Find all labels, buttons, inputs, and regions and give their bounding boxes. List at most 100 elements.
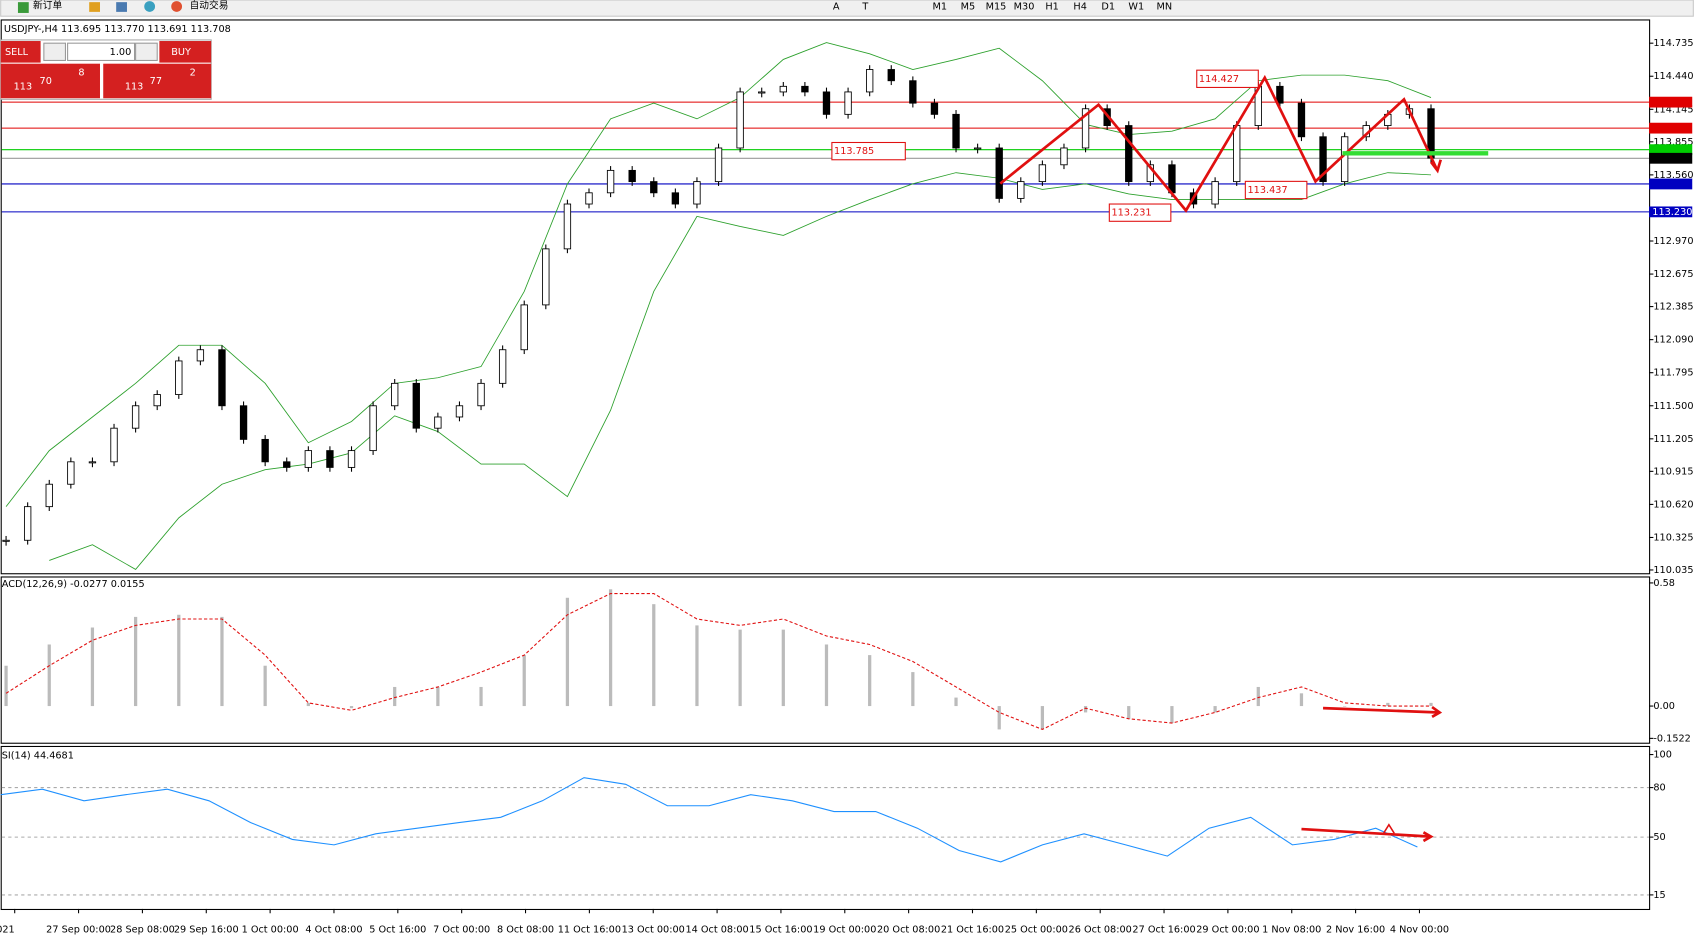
- macd-bar: [695, 625, 699, 707]
- candle: [585, 192, 593, 205]
- toolbar: [0, 0, 1694, 17]
- macd-bar: [1256, 686, 1260, 707]
- text-tool[interactable]: A: [833, 1, 840, 12]
- rsi-label: SI(14) 44.4681: [2, 751, 74, 762]
- buy-price-pips[interactable]: 77: [150, 76, 162, 87]
- timeframe-button[interactable]: H4: [1073, 1, 1086, 12]
- timeframe-button[interactable]: H1: [1045, 1, 1058, 12]
- candle: [23, 506, 32, 541]
- macd-label: ACD(12,26,9) -0.0277 0.0155: [2, 579, 145, 590]
- x-tick-label: 27 Oct 16:00: [1132, 924, 1195, 935]
- candle: [455, 405, 464, 418]
- timeframe-bar: M1 M5 M15 M30 H1 H4 D1 W1 MN A T: [833, 1, 1172, 12]
- timeframe-button[interactable]: D1: [1101, 1, 1115, 12]
- auto-trading-button[interactable]: 自动交易: [190, 0, 229, 11]
- sell-price-pips[interactable]: 70: [40, 76, 52, 87]
- candle: [1233, 125, 1241, 183]
- annotation: 114.427: [1199, 74, 1239, 85]
- candle: [347, 450, 356, 468]
- toolbar-icon[interactable]: [89, 2, 100, 12]
- level-label: 113.230: [1652, 207, 1692, 218]
- timeframe-button[interactable]: MN: [1157, 1, 1173, 12]
- auto-trading-icon[interactable]: [171, 1, 183, 12]
- lot-down[interactable]: [43, 42, 66, 61]
- macd-bar: [1386, 702, 1390, 707]
- timeframe-button[interactable]: M5: [961, 1, 976, 12]
- candle: [283, 461, 291, 468]
- sell-button[interactable]: [0, 41, 41, 63]
- x-tick-label: 1 Oct 00:00: [242, 924, 299, 935]
- sell-price-fraction[interactable]: 8: [78, 67, 84, 78]
- candle: [477, 382, 485, 407]
- y-tick-label: 0.58: [1653, 578, 1675, 589]
- macd-bar: [1343, 706, 1347, 707]
- one-click-trading: SELL 1.00 BUY 113 70 8 113 77 2: [0, 39, 212, 100]
- buy-price-big-figure[interactable]: 113: [125, 81, 144, 92]
- x-tick-label: 21 Oct 16:00: [941, 924, 1004, 935]
- y-tick-label: 114.440: [1653, 71, 1693, 82]
- candle: [45, 483, 53, 508]
- text-tool[interactable]: T: [861, 1, 868, 12]
- candle: [1319, 136, 1327, 183]
- buy-price-box[interactable]: [103, 63, 212, 99]
- macd-bar: [263, 665, 267, 707]
- macd-bar: [1040, 706, 1045, 730]
- toolbar-icon[interactable]: [144, 1, 156, 12]
- candle: [930, 102, 939, 115]
- level-tag: [1649, 96, 1693, 108]
- lot-input[interactable]: [67, 42, 136, 61]
- candle: [1038, 164, 1047, 183]
- timeframe-button[interactable]: M30: [1014, 1, 1035, 12]
- candle: [1276, 85, 1284, 104]
- x-tick-label: 25 Oct 00:00: [1005, 924, 1068, 935]
- candle: [563, 203, 572, 250]
- rsi-arrow: [1301, 827, 1432, 838]
- lot-up[interactable]: [135, 42, 158, 61]
- sell-label[interactable]: SELL: [5, 47, 29, 58]
- candle: [1168, 164, 1176, 194]
- macd-bar: [220, 616, 224, 707]
- lot-value[interactable]: 1.00: [110, 47, 132, 58]
- y-tick-label: 111.205: [1653, 434, 1693, 445]
- sell-price-box[interactable]: [0, 63, 100, 99]
- macd-bar: [436, 686, 440, 707]
- plot-layer: 114.735 114.440 114.145 113.855 113.560 112.9…: [0, 38, 1694, 935]
- macd-bar: [738, 629, 742, 707]
- macd-bar: [349, 706, 354, 709]
- new-order-button[interactable]: 新订单: [33, 0, 62, 11]
- level-tag: [1649, 144, 1693, 156]
- x-tick-label: 15 Oct 16:00: [749, 924, 812, 935]
- y-tick-label: 112.385: [1653, 302, 1693, 313]
- zigzag-drawing: [999, 74, 1438, 213]
- buy-label[interactable]: BUY: [171, 47, 191, 58]
- timeframe-button[interactable]: M1: [933, 1, 948, 12]
- macd-bar: [781, 629, 785, 707]
- new-order-icon[interactable]: [17, 2, 29, 13]
- y-tick-label: 111.795: [1653, 368, 1693, 379]
- level-tag: [1649, 122, 1693, 134]
- macd-bar: [954, 697, 958, 707]
- candle: [498, 349, 507, 384]
- candle: [304, 450, 313, 468]
- y-tick-label: 110.325: [1653, 532, 1693, 543]
- timeframe-button[interactable]: M15: [986, 1, 1007, 12]
- y-tick-label: 112.675: [1653, 269, 1693, 280]
- bollinger-lower: [49, 172, 1432, 570]
- x-tick-label: 19 Oct 00:00: [813, 924, 876, 935]
- y-tick-label: 112.970: [1653, 236, 1693, 247]
- candle: [650, 181, 658, 194]
- annotation-box: [1108, 203, 1172, 222]
- buy-price-fraction[interactable]: 2: [190, 67, 196, 78]
- y-tick-label: 113.560: [1653, 170, 1693, 181]
- y-tick-label: 15: [1653, 890, 1665, 901]
- toolbar-icon[interactable]: [116, 2, 127, 12]
- x-tick-label: 28 Sep 08:00: [110, 924, 175, 935]
- arrow-head: [1429, 159, 1443, 174]
- buy-button[interactable]: [159, 41, 212, 63]
- sell-price-big-figure[interactable]: 113: [14, 81, 33, 92]
- level-tag: [1649, 206, 1693, 218]
- timeframe-button[interactable]: W1: [1128, 1, 1144, 12]
- macd-bar: [393, 686, 397, 707]
- macd-bar: [911, 672, 915, 707]
